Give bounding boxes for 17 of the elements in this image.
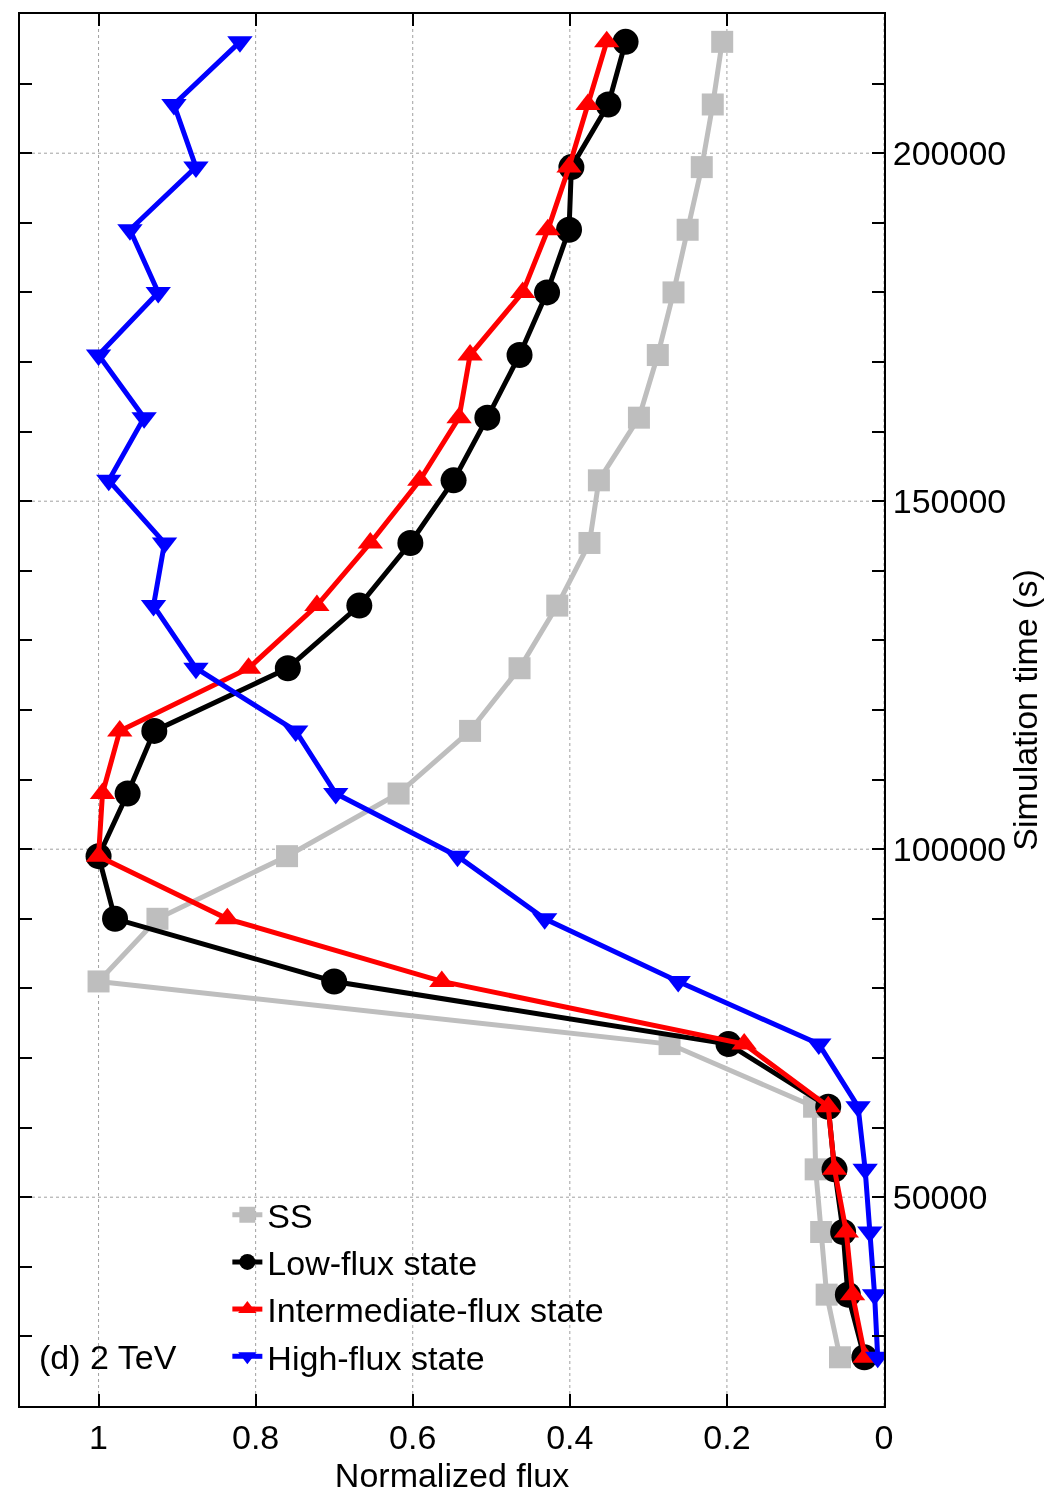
legend-label: High-flux state <box>267 1338 485 1377</box>
y-tick-label: 100000 <box>892 830 1007 869</box>
y-tick-label: 200000 <box>892 134 1007 173</box>
legend-label: Intermediate-flux state <box>267 1291 604 1330</box>
y-tick-label: 50000 <box>892 1178 988 1217</box>
y-axis-title: Simulation time (s) <box>1006 569 1045 851</box>
x-tick-label: 0.4 <box>546 1417 594 1456</box>
x-tick-label: 1 <box>89 1417 109 1456</box>
x-axis-title: Normalized flux <box>334 1455 570 1494</box>
legend-label: SS <box>267 1196 313 1235</box>
legend-label: Low-flux state <box>267 1244 478 1283</box>
annotation: (d) 2 TeV <box>39 1338 177 1376</box>
x-tick-label: 0 <box>874 1417 894 1456</box>
x-tick-label: 0.8 <box>232 1417 280 1456</box>
x-tick-label: 0.6 <box>389 1417 437 1456</box>
x-tick-label: 0.2 <box>703 1417 751 1456</box>
y-tick-label: 150000 <box>892 482 1007 521</box>
